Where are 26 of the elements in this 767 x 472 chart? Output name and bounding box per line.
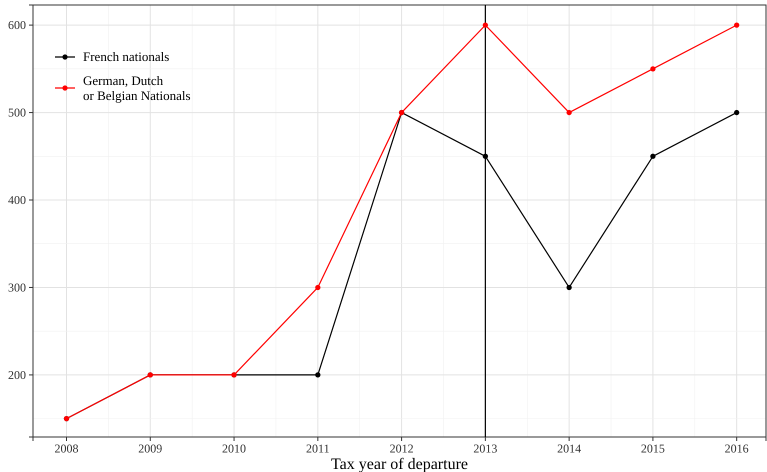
x-tick-label: 2008 [54,442,79,456]
x-tick-label: 2014 [557,442,582,456]
point [650,66,656,72]
y-tick-label: 400 [8,192,26,207]
x-tick-label: 2012 [390,442,414,456]
x-tick-label: 2011 [306,442,330,456]
point [650,154,656,159]
point [482,154,488,159]
point [734,22,740,28]
x-tick-label: 2009 [138,442,162,456]
y-tick-label: 500 [8,105,26,120]
point [566,284,572,290]
point [315,284,320,290]
y-tick-label: 300 [8,280,26,294]
legend-label: French nationals [83,49,170,64]
legend-label: German, Dutch or Belgian Nationals [83,73,191,103]
x-tick-label: 2013 [473,442,498,456]
y-tick-label: 200 [8,368,26,382]
point [482,22,488,28]
x-tick-label: 2016 [724,442,749,456]
y-tick-label: 600 [8,18,26,32]
x-tick-label: 2015 [640,442,665,456]
x-tick-label: 2010 [222,442,246,456]
point [734,110,740,116]
point [566,110,572,116]
point [315,372,320,378]
